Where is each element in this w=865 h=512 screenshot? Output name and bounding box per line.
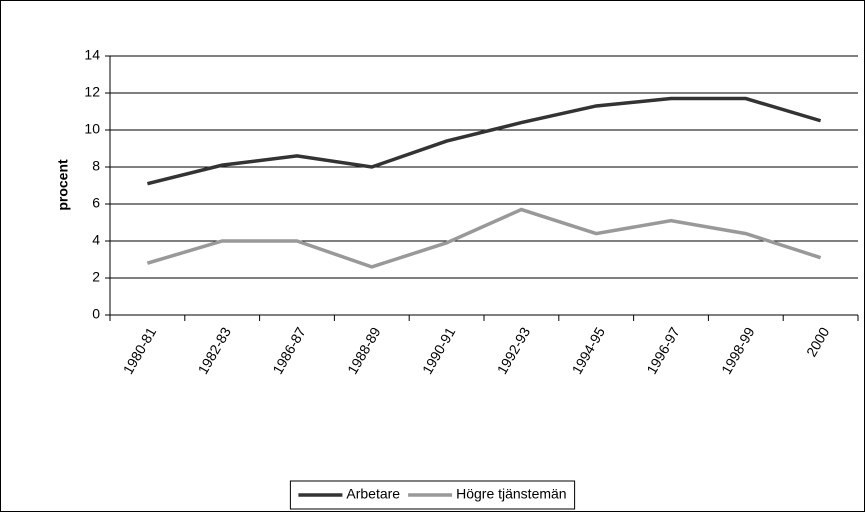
y-tick-label: 6 [92, 195, 100, 211]
line-series [146, 207, 822, 269]
legend-label: Arbetare [346, 486, 400, 502]
y-tick-label: 4 [92, 232, 100, 248]
legend-label: Högre tjänstemän [456, 486, 567, 502]
legend: Arbetare Högre tjänstemän [289, 480, 576, 510]
y-tick-label: 2 [92, 269, 100, 285]
y-tick-label: 14 [84, 47, 100, 63]
y-tick-label: 8 [92, 158, 100, 174]
y-axis-label: procent [55, 159, 71, 211]
y-tick-label: 10 [84, 121, 100, 137]
y-tick-label: 12 [84, 84, 100, 100]
line-series [146, 96, 822, 186]
y-tick-label: 0 [92, 306, 100, 322]
